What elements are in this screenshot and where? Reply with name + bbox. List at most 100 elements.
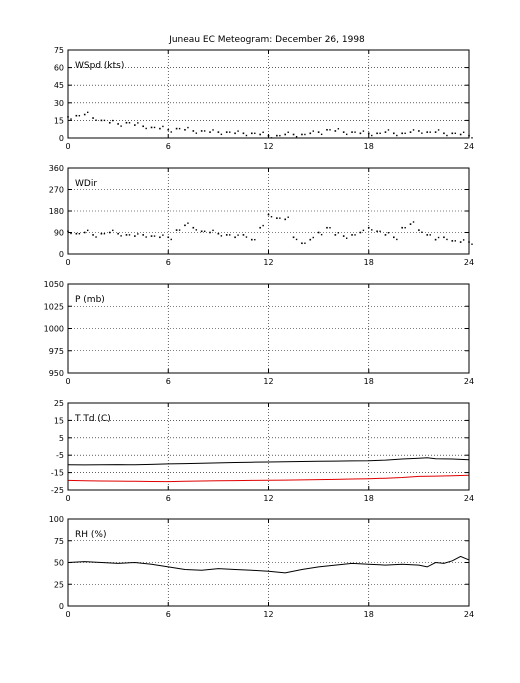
y-tick-label: 25 (54, 580, 64, 589)
data-point (434, 131, 437, 133)
x-tick-label: 18 (364, 258, 374, 267)
data-point (192, 226, 195, 229)
data-point (145, 127, 147, 130)
data-point (421, 231, 423, 233)
data-point (120, 235, 122, 237)
x-tick-label: 18 (364, 494, 374, 503)
y-tick-label: 50 (54, 559, 64, 568)
data-point (220, 133, 223, 136)
data-point (337, 232, 340, 234)
data-point (267, 213, 270, 216)
data-point (112, 229, 114, 232)
data-point (237, 234, 239, 236)
data-point (167, 236, 170, 239)
data-point (175, 127, 178, 130)
data-point (170, 131, 172, 133)
data-point (429, 234, 431, 236)
data-point (401, 132, 403, 135)
data-point (384, 131, 387, 133)
data-point (203, 130, 206, 132)
data-point (200, 230, 203, 233)
data-point (367, 226, 370, 229)
data-point (412, 221, 415, 223)
y-tick-label: 1000 (44, 325, 64, 334)
data-point (184, 224, 186, 227)
data-point (312, 130, 314, 132)
data-point (320, 233, 323, 236)
data-point (418, 229, 420, 231)
data-point (87, 111, 89, 114)
data-point (418, 130, 420, 132)
data-point (276, 134, 278, 137)
data-point (362, 229, 365, 232)
panel-label: RH (%) (75, 530, 106, 540)
panel-3: 0 6 12 18 24 -25 -15 -5 5 15 25 T Td (C) (51, 399, 474, 503)
x-tick-label: 18 (364, 377, 374, 386)
data-point (83, 231, 86, 234)
data-point (159, 127, 161, 130)
data-point (401, 226, 403, 229)
data-point (175, 229, 178, 231)
data-point (412, 129, 415, 131)
data-point (404, 227, 406, 229)
data-point (279, 217, 281, 219)
data-point (409, 223, 412, 225)
data-point (329, 227, 331, 229)
data-point (137, 122, 139, 124)
data-point (459, 241, 462, 243)
y-tick-label: 15 (54, 416, 64, 425)
data-point (254, 238, 256, 241)
y-tick-label: 360 (49, 164, 64, 173)
data-point (337, 128, 340, 130)
data-point (351, 131, 353, 133)
data-point (195, 229, 198, 231)
data-point (384, 234, 387, 236)
data-point (237, 130, 239, 132)
data-point (320, 133, 323, 136)
data-point (187, 126, 189, 129)
data-point (117, 232, 119, 235)
data-point (100, 119, 103, 122)
data-point (295, 135, 298, 138)
data-point (471, 243, 473, 245)
data-point (184, 128, 186, 131)
data-point (212, 129, 214, 131)
data-point (342, 131, 345, 133)
data-point (317, 231, 320, 234)
data-point (376, 230, 378, 233)
data-point (170, 238, 172, 241)
x-tick-label: 12 (263, 142, 273, 151)
data-point (142, 125, 144, 128)
y-tick-label: 180 (49, 207, 64, 216)
panel-label: P (mb) (75, 295, 105, 305)
data-point (195, 132, 198, 134)
x-tick-label: 18 (364, 142, 374, 151)
data-point (259, 133, 261, 136)
data-point (75, 114, 78, 117)
data-point (209, 231, 211, 234)
data-point (371, 229, 373, 231)
data-point (117, 123, 119, 125)
y-tick-label: 75 (54, 46, 64, 55)
data-point (292, 236, 295, 239)
data-point (345, 237, 348, 239)
data-point (145, 236, 147, 238)
data-point (443, 132, 445, 135)
y-tick-label: -25 (51, 486, 64, 495)
data-point (95, 119, 97, 121)
y-tick-label: 60 (54, 64, 64, 73)
data-point (471, 137, 473, 139)
y-tick-label: 15 (54, 116, 64, 125)
data-point (87, 229, 89, 232)
data-point (167, 128, 170, 131)
data-point (359, 231, 362, 234)
data-point (387, 232, 390, 234)
data-point (329, 129, 331, 131)
data-point (125, 234, 128, 236)
data-point (279, 134, 281, 137)
data-point (295, 238, 298, 241)
data-point (276, 217, 278, 219)
data-point (178, 229, 181, 231)
data-point (387, 129, 390, 131)
